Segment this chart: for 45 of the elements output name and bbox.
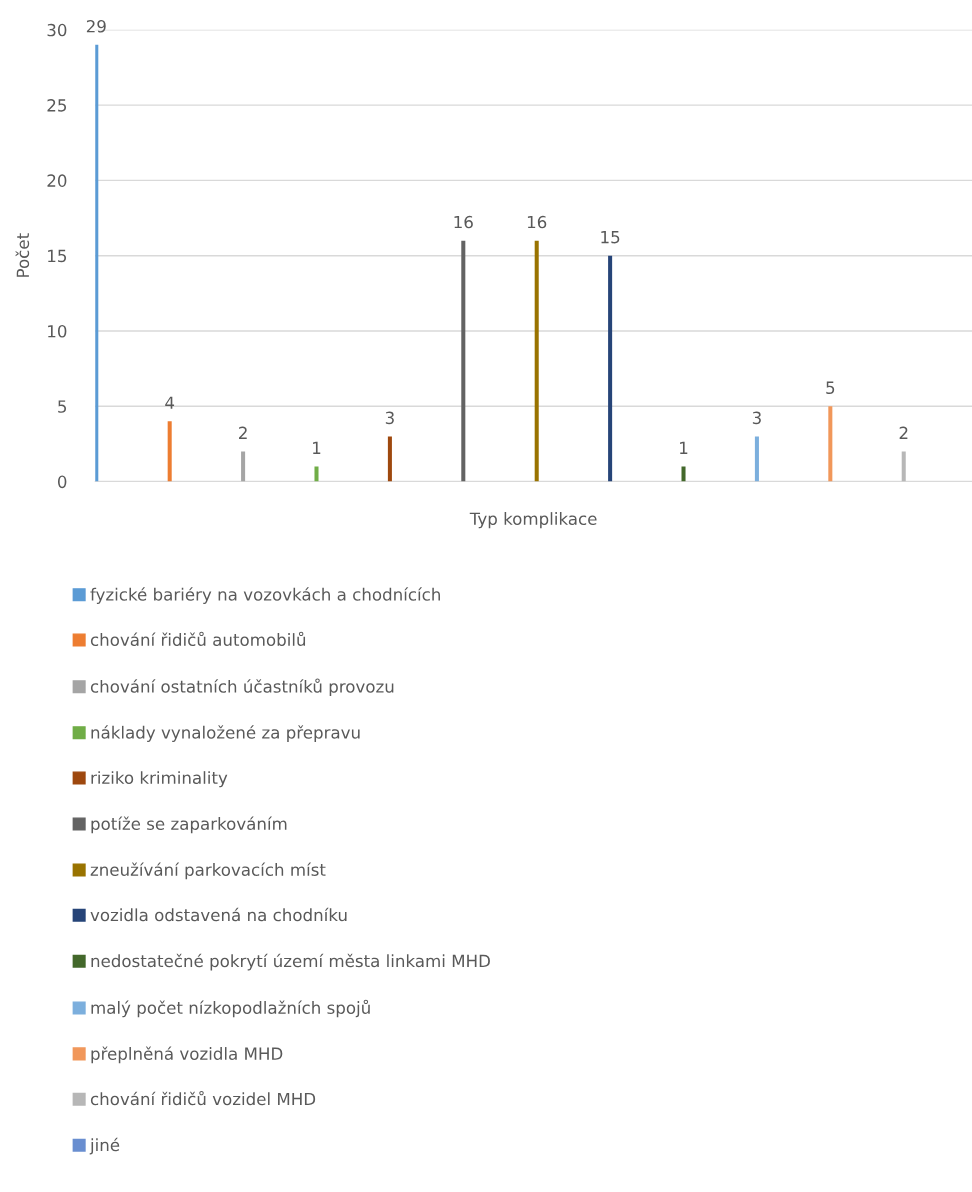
legend-label: vozidla odstavená na chodníku xyxy=(90,907,347,922)
y-tick-label: 15 xyxy=(48,249,67,263)
y-tick-label: 0 xyxy=(57,475,67,489)
y-axis-title: Počet xyxy=(15,233,30,277)
legend-label: jiné xyxy=(89,1137,120,1155)
data-label: 2 xyxy=(239,426,247,439)
data-label: 1 xyxy=(680,441,688,455)
y-tick-label: 20 xyxy=(47,174,67,187)
legend-label: malý počet nízkopodlažních spojů xyxy=(91,999,370,1018)
bar xyxy=(461,240,466,482)
legend-label: chování řidičů automobilů xyxy=(90,631,306,647)
legend-label: potíže se zaparkováním xyxy=(91,816,287,834)
bar xyxy=(241,451,246,482)
legend-label: náklady vynaložené za přepravu xyxy=(91,725,360,742)
x-axis-title: Typ komplikace xyxy=(469,512,597,529)
legend-label: chování řidičů vozidel MHD xyxy=(90,1090,316,1106)
legend-label: chování ostatních účastníků provozu xyxy=(90,678,394,697)
y-tick-label: 5 xyxy=(58,400,67,413)
legend-label: fyzické bariéry na vozovkách a chodnících xyxy=(90,587,440,604)
bar xyxy=(387,436,392,482)
bar xyxy=(314,466,319,482)
legend-label: riziko kriminality xyxy=(91,771,228,788)
legend-label: zneužívání parkovacích míst xyxy=(90,862,326,880)
bar xyxy=(828,406,833,482)
data-label: 16 xyxy=(454,215,473,229)
data-label: 5 xyxy=(826,381,835,395)
data-label: 1 xyxy=(313,441,321,455)
data-label: 3 xyxy=(385,411,394,425)
bar xyxy=(681,466,686,482)
data-label: 16 xyxy=(527,215,547,229)
data-label: 2 xyxy=(899,426,908,439)
y-tick-label: 25 xyxy=(47,99,67,112)
legend-label: přeplněná vozidla MHD xyxy=(91,1046,283,1064)
bar xyxy=(608,255,613,482)
legend-label: nedostatečné pokrytí území města linkami MHD xyxy=(91,953,490,971)
y-tick-label: 30 xyxy=(47,23,67,37)
data-label: 15 xyxy=(601,231,620,244)
bar xyxy=(534,240,539,482)
y-tick-label: 10 xyxy=(48,324,67,338)
data-label: 3 xyxy=(752,411,761,425)
bar xyxy=(167,421,172,482)
bar xyxy=(754,436,759,482)
data-label: 4 xyxy=(165,396,175,409)
bar xyxy=(901,451,906,482)
data-label: 29 xyxy=(86,19,106,33)
